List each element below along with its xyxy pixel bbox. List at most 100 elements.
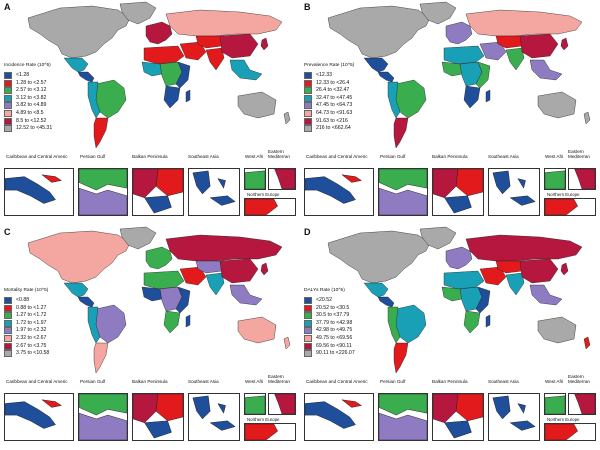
inset-label-southeast-asia: Southeast Asia: [188, 379, 219, 384]
inset-northern-europe: [244, 198, 296, 216]
legend: Mortality Rate (10^5) <0.88 0.88 to <1.27…: [4, 288, 84, 358]
legend-label: 4.89 to <8.5: [16, 109, 44, 116]
legend-label: 64.73 to <91.63: [316, 109, 353, 116]
legend-swatch: [304, 327, 312, 335]
region-west_africa: [141, 286, 163, 302]
panel-d: D: [300, 225, 600, 450]
inset-eastern-med: [568, 393, 596, 415]
legend-label: 216 to <662.64: [316, 125, 351, 132]
inset-eastern-med-land: [274, 394, 295, 414]
region-new_zealand: [283, 336, 291, 350]
inset-balkan-south: [444, 195, 472, 214]
inset-persian-gulf: [78, 393, 128, 441]
legend-item: 3.12 to <3.82: [4, 94, 84, 103]
inset-caribbean: [4, 393, 74, 441]
legend-item: 1.97 to <2.32: [4, 327, 84, 335]
legend-item: <0.88: [4, 297, 84, 305]
inset-caribbean: [304, 168, 374, 216]
inset-eastern-med: [268, 168, 296, 190]
inset-eastern-med-land: [574, 169, 595, 189]
insets: Northern Europe: [300, 393, 600, 445]
legend-label: 0.88 to <1.27: [16, 304, 47, 311]
region-china: [519, 33, 559, 59]
panel-letter: D: [304, 227, 311, 237]
region-north_america: [327, 230, 431, 284]
inset-caribbean: [4, 168, 74, 216]
region-north_america: [27, 5, 131, 59]
region-mexico: [63, 282, 89, 298]
legend-swatch: [4, 319, 12, 327]
region-andes: [87, 306, 101, 344]
legend-swatch: [304, 117, 312, 125]
inset-caribbean-mainland: [5, 176, 56, 204]
inset-northern-europe-land: [245, 199, 278, 215]
inset-label-persian-gulf: Persian Gulf: [380, 379, 406, 384]
inset-label-balkan: Balkan Peninsula: [432, 379, 468, 384]
inset-labels: Caribbean and Central Americ Persian Gul…: [300, 374, 600, 389]
inset-sea-mainland: [192, 395, 211, 420]
region-southern_africa: [463, 85, 481, 109]
legend-swatch: [304, 342, 312, 350]
region-north_africa: [143, 270, 185, 290]
legend-item: 3.75 to <10.58: [4, 350, 84, 358]
legend-item: 12.52 to <45.31: [4, 125, 84, 133]
region-southern_cone: [393, 342, 409, 374]
legend-label: 26.4 to <32.47: [316, 87, 350, 94]
legend-label: 37.79 to <42.98: [316, 319, 353, 326]
panel-b: B: [300, 0, 600, 225]
legend-swatch: [4, 327, 12, 335]
inset-label-eastern-med: Eastern Mediterran: [568, 374, 590, 384]
region-australia: [537, 316, 577, 344]
legend-swatch: [4, 72, 12, 80]
inset-southeast-asia: [488, 168, 540, 216]
legend-title: Mortality Rate (10^5): [4, 288, 49, 293]
region-madagascar: [485, 314, 491, 328]
world-map: [27, 1, 291, 149]
legend-label: 32.47 to <47.45: [316, 94, 353, 101]
panel-letter: C: [4, 227, 11, 237]
inset-label-persian-gulf: Persian Gulf: [80, 154, 106, 159]
region-japan: [560, 37, 569, 51]
inset-label-eastern-med: Eastern Mediterran: [268, 374, 290, 384]
inset-labels: Caribbean and Central Americ Persian Gul…: [0, 149, 300, 164]
world-map: [327, 226, 591, 374]
legend-item: 4.89 to <8.5: [4, 110, 84, 118]
inset-label-west-africa: West Afri: [545, 379, 564, 384]
legend-swatch: [4, 304, 12, 312]
inset-label-eastern-med: Eastern Mediterran: [268, 149, 290, 159]
legend-swatch: [304, 335, 312, 343]
region-greenland: [419, 226, 457, 250]
legend-item: <20.52: [304, 297, 384, 305]
region-north_africa: [143, 45, 185, 65]
legend-label: <0.88: [16, 296, 30, 303]
inset-gulf-north: [379, 394, 427, 416]
legend-item: 8.5 to <12.52: [4, 117, 84, 125]
legend-rows: <0.88 0.88 to <1.27 1.27 to <1.72 1.72 to <…: [4, 297, 84, 358]
inset-northern-europe: [244, 423, 296, 441]
region-china: [219, 258, 259, 284]
inset-balkan-west: [433, 394, 459, 424]
region-india: [205, 47, 225, 71]
region-madagascar: [185, 89, 191, 103]
inset-persian-gulf: [378, 393, 428, 441]
region-europe: [445, 246, 473, 270]
legend-label: 91.63 to <216: [316, 117, 348, 124]
inset-balkan: [432, 393, 484, 441]
legend-item: 12.33 to <26.4: [304, 79, 384, 87]
legend-label: 42.98 to <49.75: [316, 327, 353, 334]
legend-swatch: [304, 319, 312, 327]
inset-labels: Caribbean and Central Americ Persian Gul…: [300, 149, 600, 164]
legend-swatch: [4, 335, 12, 343]
region-central_asia: [495, 260, 523, 274]
inset-balkan-west: [133, 394, 159, 424]
inset-west-africa: [244, 168, 266, 190]
legend-title: DALYs Rate (10^5): [304, 288, 345, 293]
region-southern_cone: [393, 117, 409, 149]
legend-swatch: [4, 94, 12, 102]
region-greenland: [419, 1, 457, 25]
region-madagascar: [185, 314, 191, 328]
legend-swatch: [304, 297, 312, 305]
legend-label: <1.28: [16, 71, 30, 78]
inset-balkan-west: [133, 169, 159, 199]
